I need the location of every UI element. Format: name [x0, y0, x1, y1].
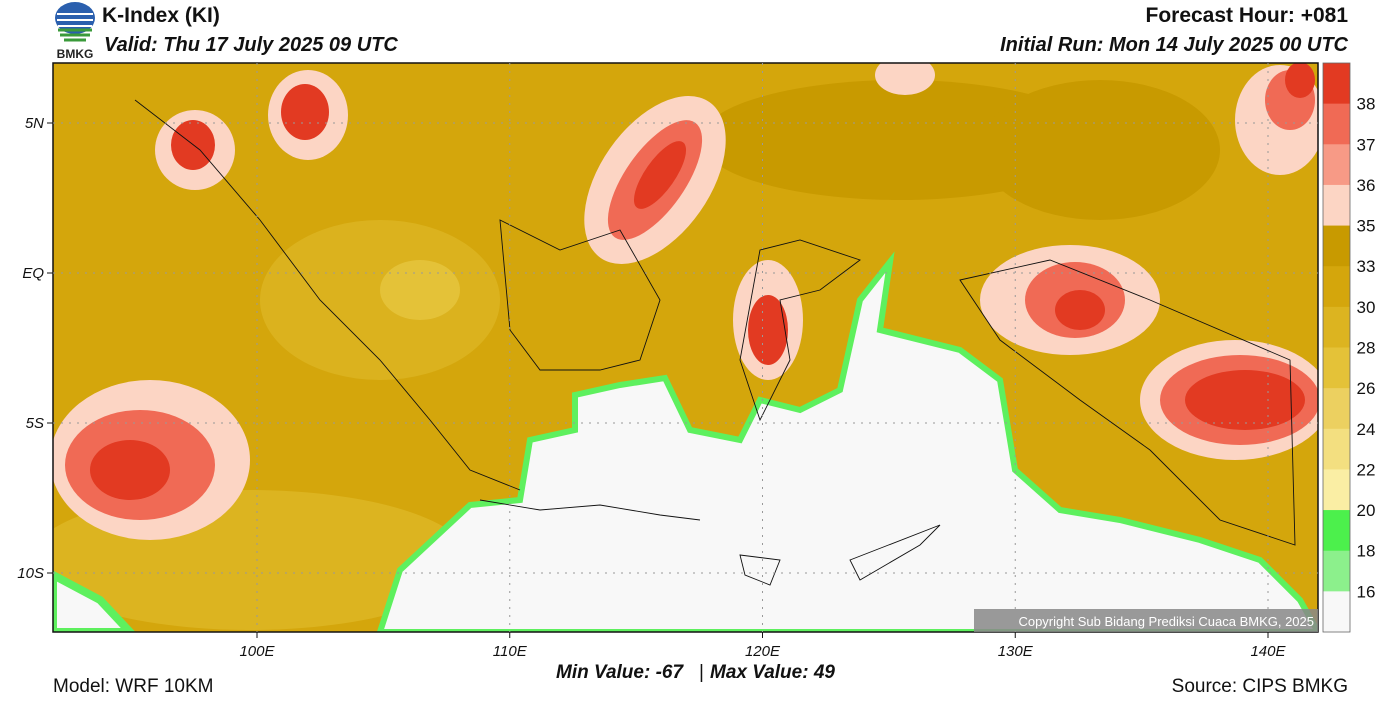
colorbar-label: 38 — [1357, 95, 1376, 114]
colorbar-segment — [1323, 266, 1350, 308]
lon-label: 100E — [239, 643, 275, 660]
colorbar-segment — [1323, 306, 1350, 348]
colorbar-label: 30 — [1357, 298, 1376, 317]
lon-label: 130E — [998, 643, 1034, 660]
colorbar-segment — [1323, 63, 1350, 105]
colorbar-segment — [1323, 184, 1350, 227]
copyright: Copyright Sub Bidang Prediksi Cuaca BMKG… — [1018, 614, 1314, 629]
logo: BMKG — [55, 2, 95, 61]
source: Source: CIPS BMKG — [1172, 676, 1348, 697]
colorbar-segment — [1323, 388, 1350, 430]
colorbar-label: 16 — [1357, 582, 1376, 601]
lon-label: 120E — [745, 643, 781, 660]
colorbar-label: 22 — [1357, 460, 1376, 479]
colorbar-label: 24 — [1357, 420, 1376, 439]
colorbar-label: 37 — [1357, 135, 1376, 154]
lat-label: 5N — [25, 115, 44, 132]
copyright-box — [974, 609, 1318, 632]
lat-label: EQ — [22, 265, 44, 282]
colorbar-label: 18 — [1357, 542, 1376, 561]
map-frame — [52, 62, 1319, 633]
colorbar-label: 35 — [1357, 217, 1376, 236]
coastlines — [134, 99, 1296, 586]
colorbar-segment — [1323, 103, 1350, 145]
max-value: Max Value: 49 — [710, 662, 835, 683]
logo-text: BMKG — [57, 47, 94, 61]
colorbar-label: 28 — [1357, 339, 1376, 358]
valid-time: Valid: Thu 17 July 2025 09 UTC — [104, 34, 398, 56]
colorbar-label: 26 — [1357, 379, 1376, 398]
lat-label: 5S — [26, 415, 44, 432]
colorbar-segment — [1323, 469, 1350, 511]
colorbar-segment — [1323, 225, 1350, 267]
colorbar-label: 20 — [1357, 501, 1376, 520]
title: K-Index (KI) — [102, 4, 220, 27]
initial-run: Initial Run: Mon 14 July 2025 00 UTC — [1000, 34, 1348, 56]
colorbar-label: 36 — [1357, 176, 1376, 195]
separator: | — [699, 662, 704, 683]
min-value: Min Value: -67 — [556, 662, 684, 683]
model: Model: WRF 10KM — [53, 676, 213, 697]
colorbar-segment — [1323, 347, 1350, 389]
colorbar-label: 33 — [1357, 257, 1376, 276]
map-field — [53, 63, 1318, 632]
high-ki-areas — [53, 63, 1318, 540]
colorbar-segment — [1323, 428, 1350, 470]
lat-label: 10S — [17, 565, 44, 582]
colorbar-segment — [1323, 550, 1350, 592]
lon-label: 110E — [493, 643, 528, 660]
forecast-hour: Forecast Hour: +081 — [1146, 4, 1349, 27]
colorbar-segment — [1323, 591, 1350, 633]
colorbar-segment — [1323, 510, 1350, 552]
colorbar-segment — [1323, 144, 1350, 186]
lon-label: 140E — [1250, 643, 1286, 660]
colorbar-frame — [1322, 62, 1351, 633]
